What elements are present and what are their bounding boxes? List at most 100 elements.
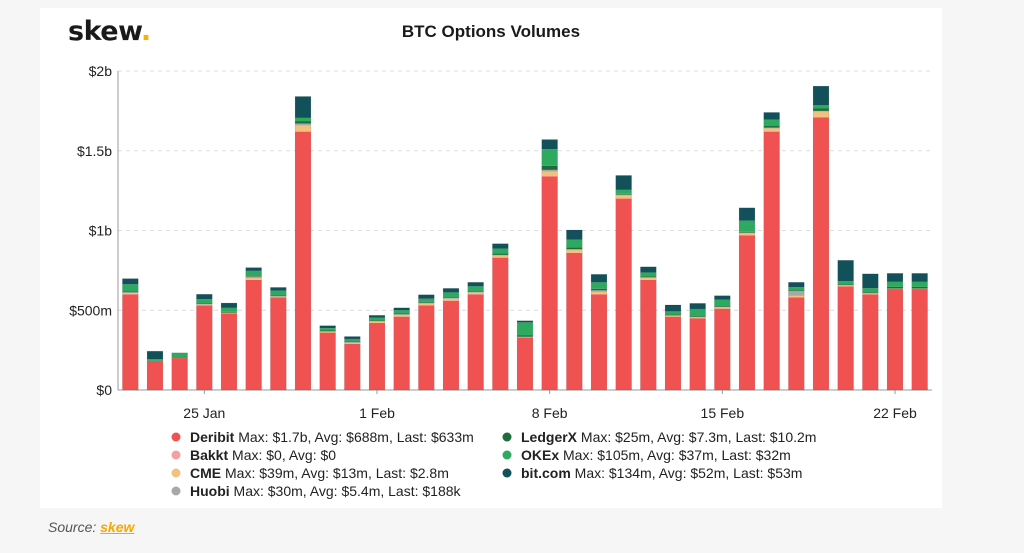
bar-segment-huobi [418,302,435,304]
bar-segment-cme [369,321,385,324]
skew-logo: skew. [68,16,151,47]
bar-segment-deribit [171,358,188,390]
legend-series-name: bit.com [521,465,571,481]
bar-segment-huobi [295,123,311,126]
bar-segment-bit-com [911,273,928,282]
bar-segment-ledgerx [245,275,262,277]
bar-segment-huobi [369,320,385,322]
bar-segment-huobi [615,194,632,196]
bar-segment-bit-com [393,307,410,311]
bar-segment-ledgerx [541,165,558,170]
bar-segment-ledgerx [344,341,361,343]
bar-segment-bit-com [147,351,163,360]
bar-segment-cme [862,293,879,295]
bar-segment-deribit [369,323,385,390]
bar-segment-deribit [122,294,139,390]
bar-segment-deribit [344,343,361,390]
bar-segment-okex [221,307,237,312]
bar-segment-deribit [887,289,903,390]
source-prefix: Source: [48,519,101,535]
x-tick-label: 1 Feb [359,405,395,421]
bar-segment-okex [739,220,755,232]
bar-segment-bit-com [739,207,755,221]
legend-series-stats: Max: $105m, Avg: $37m, Last: $32m [559,447,791,463]
bar-segment-deribit [640,279,657,390]
bar-stack-outline [344,336,361,391]
bar-segment-ledgerx [517,335,533,337]
bar-segment-bit-com [418,294,435,299]
bar-segment-okex [813,105,829,109]
bar-segment-huobi [443,297,459,299]
bar-segment-ledgerx [763,126,780,128]
bar-segment-huobi [492,254,509,256]
legend-series-stats: Max: $134m, Avg: $52m, Last: $53m [571,465,803,481]
legend-marker-cme [171,468,181,478]
legend-series-name: OKEx [521,447,559,463]
bar-segment-cme [393,315,410,317]
bar-segment-huobi [393,314,410,316]
bar-segment-bit-com [615,175,632,190]
bar-segment-bit-com [295,96,311,118]
bar-segment-deribit [443,300,459,390]
legend-entry: CME Max: $39m, Avg: $13m, Last: $2.8m [190,465,449,481]
bar-segment-cme [813,111,829,118]
bar-segment-ledgerx [221,311,237,313]
bar-stack-outline [590,274,608,391]
legend-marker-ledgerx [502,432,512,442]
bar-segment-okex [517,322,533,336]
bar-segment-okex [443,292,459,298]
bar-segment-ledgerx [295,121,311,124]
legend-series-stats: Max: $25m, Avg: $7.3m, Last: $10.2m [577,429,816,445]
source-link[interactable]: skew [100,519,135,535]
bar-segment-okex [862,288,879,293]
bar-segment-okex [319,328,336,331]
legend-entry: LedgerX Max: $25m, Avg: $7.3m, Last: $10… [521,429,816,445]
bar-segment-cme [221,312,237,314]
bar-stack-outline [788,282,805,391]
bar-segment-bit-com [319,325,336,329]
bar-segment-bit-com [763,112,780,120]
bar-segment-deribit [763,131,780,391]
bar-segment-ledgerx [788,290,805,292]
bar-stack-outline [763,112,780,391]
bar-segment-huobi [122,292,139,294]
bar-segment-huobi [763,127,780,129]
bar-segment-ledgerx [393,313,410,315]
bar-segment-huobi [788,291,805,296]
bar-segment-deribit [517,337,533,390]
bar-segment-ledgerx [369,320,385,321]
bar-segment-ledgerx [640,276,657,278]
bar-segment-cme [443,298,459,301]
legend-marker-okex [502,450,512,460]
legend-series-name: CME [190,465,221,481]
bar-segment-cme [714,307,731,309]
bar-stack-outline [566,229,583,391]
bar-segment-bit-com [245,267,262,271]
bar-segment-cme [196,304,213,306]
bar-segment-cme [541,171,558,177]
bar-segment-deribit [813,117,829,390]
bar-stack-outline [467,282,484,391]
bar-segment-cme [665,315,681,317]
bar-stack-outline [171,352,188,391]
bar-stack-outline [442,288,460,391]
bar-segment-deribit [541,176,558,390]
bar-segment-bit-com [862,273,879,289]
bar-segment-okex [122,284,139,292]
legend-entry: Deribit Max: $1.7b, Avg: $688m, Last: $6… [190,429,474,445]
bar-segment-deribit [911,289,928,390]
bar-segment-huobi [591,290,607,292]
bar-segment-okex [147,359,163,361]
bar-stack-outline [837,260,854,391]
bar-segment-ledgerx [887,286,903,289]
bar-segment-deribit [591,294,607,390]
bar-segment-cme [295,125,311,132]
bar-segment-bit-com [591,274,607,283]
legend-series-name: Deribit [190,429,235,445]
bar-segment-bit-com [837,260,854,282]
bar-segment-cme [837,285,854,287]
bar-segment-bit-com [467,282,484,287]
bar-segment-deribit [788,297,805,390]
x-tick-label: 22 Feb [873,405,917,421]
legend-marker-bit-com [502,468,512,478]
